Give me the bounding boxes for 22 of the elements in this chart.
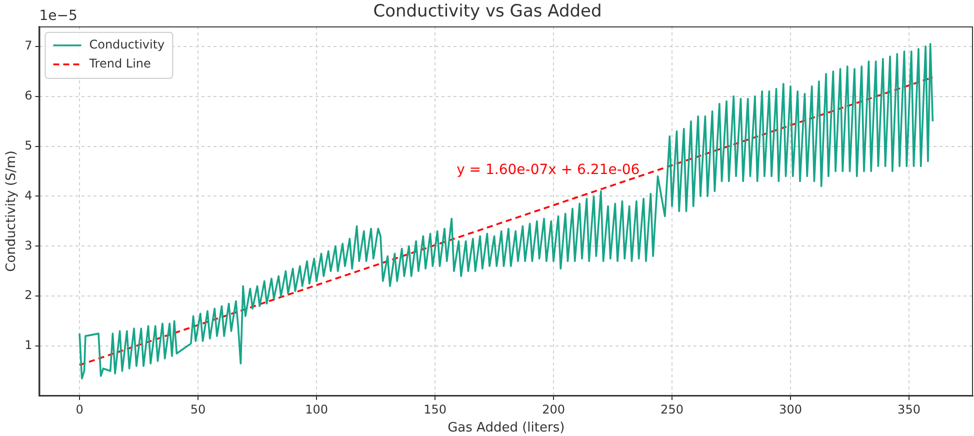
x-tick-label: 200 (542, 402, 565, 416)
y-tick-label: 2 (24, 288, 32, 302)
y-tick-label: 7 (24, 38, 32, 53)
x-tick-label: 250 (660, 402, 684, 416)
y-tick-label: 1 (24, 338, 32, 352)
y-axis-title: Conductivity (S/m) (4, 150, 20, 272)
legend-label: Trend Line (88, 56, 151, 71)
legend-label: Conductivity (89, 38, 165, 52)
x-tick-label: 300 (779, 402, 802, 416)
x-tick-label: 150 (424, 402, 446, 416)
x-tick-label: 50 (190, 402, 206, 416)
x-tick-label: 350 (898, 402, 920, 416)
chart-title: Conductivity vs Gas Added (373, 2, 602, 22)
x-tick-label: 0 (76, 402, 84, 416)
x-axis-title: Gas Added (liters) (448, 420, 565, 436)
y-tick-label: 3 (24, 238, 32, 252)
y-tick-label: 6 (24, 88, 32, 102)
y-tick-label: 5 (24, 138, 32, 152)
y-tick-label: 4 (24, 188, 32, 202)
annotation: y = 1.60e-07x + 6.21e-06 (456, 162, 640, 178)
x-tick-label: 100 (305, 402, 328, 416)
text: 1e−5 (39, 8, 78, 24)
